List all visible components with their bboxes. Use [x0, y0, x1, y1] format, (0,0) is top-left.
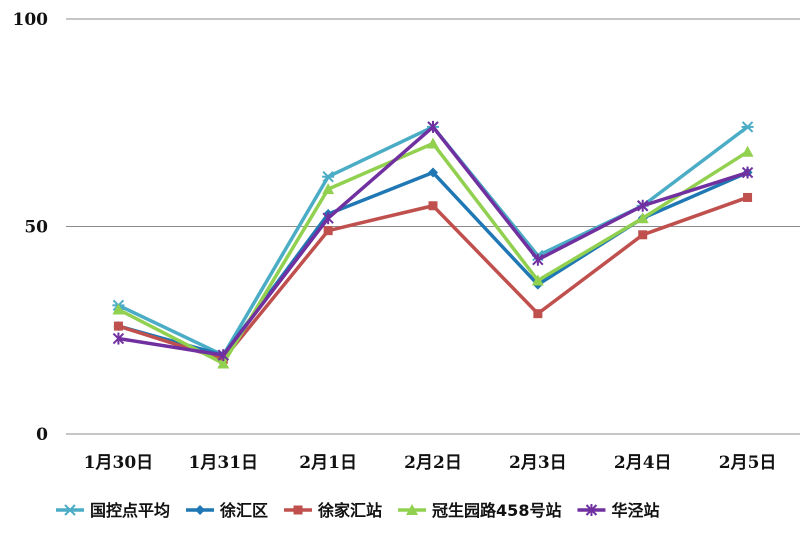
diamond-marker [428, 167, 438, 178]
x-tick-label: 1月30日 [84, 453, 154, 473]
triangle-marker [217, 357, 230, 369]
triangle-marker [531, 274, 544, 286]
data-point [322, 183, 335, 195]
legend-item-0: 国控点平均 [56, 501, 170, 520]
square-marker [293, 505, 303, 515]
data-point [113, 321, 123, 331]
data-point [743, 192, 753, 202]
y-tick-label: 100 [13, 10, 49, 30]
x-tick-label: 2月3日 [509, 453, 567, 473]
x-tick-label: 2月4日 [614, 453, 672, 473]
square-marker [113, 321, 123, 331]
triangle-marker [741, 145, 754, 157]
legend-label: 徐汇区 [219, 501, 268, 520]
data-point [217, 349, 229, 362]
data-point [112, 332, 125, 345]
data-point [637, 199, 649, 212]
diamond-marker [195, 505, 206, 515]
triangle-marker [112, 303, 125, 315]
data-point [322, 212, 334, 225]
data-point [741, 121, 754, 133]
triangle-marker [636, 212, 649, 224]
legend-marker [195, 505, 206, 515]
legend-marker [64, 504, 76, 516]
x-tick-label: 2月1日 [299, 453, 357, 473]
legend-marker [293, 505, 303, 515]
series-line [117, 195, 749, 362]
data-point [322, 170, 335, 183]
x-tick-label: 2月2日 [404, 453, 462, 473]
square-marker [743, 192, 753, 202]
x-tick-label: 2月5日 [719, 453, 777, 473]
triangle-marker [406, 504, 419, 515]
data-point [323, 226, 333, 236]
x-axis-ticks: 1月30日 1月31日 2月1日 2月2日 2月3日 2月4日 2月5日 [84, 453, 777, 473]
legend-item-3: 冠生园路458号站 [398, 501, 561, 520]
series-lines [112, 120, 754, 369]
data-point [217, 357, 230, 369]
series-line [118, 125, 749, 357]
data-point [741, 145, 754, 157]
x-tick-label: 1月31日 [189, 453, 259, 473]
data-point [638, 230, 648, 240]
legend-label: 华泾站 [611, 501, 659, 520]
series-2 [113, 192, 753, 364]
series-4 [112, 120, 754, 362]
legend-label: 徐家汇站 [317, 501, 382, 520]
data-point [741, 166, 754, 179]
series-line [117, 125, 749, 357]
series-3 [112, 137, 754, 369]
data-point [428, 167, 438, 178]
legend-label: 冠生园路458号站 [432, 501, 561, 520]
legend-item-4: 华泾站 [577, 501, 659, 520]
y-tick-label: 0 [36, 425, 48, 445]
triangle-marker [427, 137, 439, 149]
legend-label: 国控点平均 [90, 501, 170, 520]
legend-item-1: 徐汇区 [186, 501, 268, 520]
series-0 [112, 121, 754, 361]
data-point [532, 253, 544, 266]
y-axis-ticks: 0 50 100 [13, 10, 49, 445]
square-marker [428, 201, 438, 211]
legend-item-2: 徐家汇站 [284, 501, 382, 520]
square-marker [323, 226, 333, 236]
legend-marker [406, 504, 419, 515]
triangle-marker [322, 183, 335, 195]
data-point [533, 309, 543, 319]
data-point [427, 137, 439, 149]
square-marker [638, 230, 648, 240]
square-marker [533, 309, 543, 319]
data-point [112, 303, 125, 315]
data-point [531, 274, 544, 286]
data-point [427, 120, 439, 133]
y-tick-label: 50 [24, 218, 48, 238]
legend-marker [585, 504, 598, 516]
gridlines [66, 18, 800, 435]
data-point [636, 212, 649, 224]
legend: 国控点平均 徐汇区 徐家汇站 冠生园路458号站 华泾站 [56, 501, 659, 520]
data-point [428, 201, 438, 211]
